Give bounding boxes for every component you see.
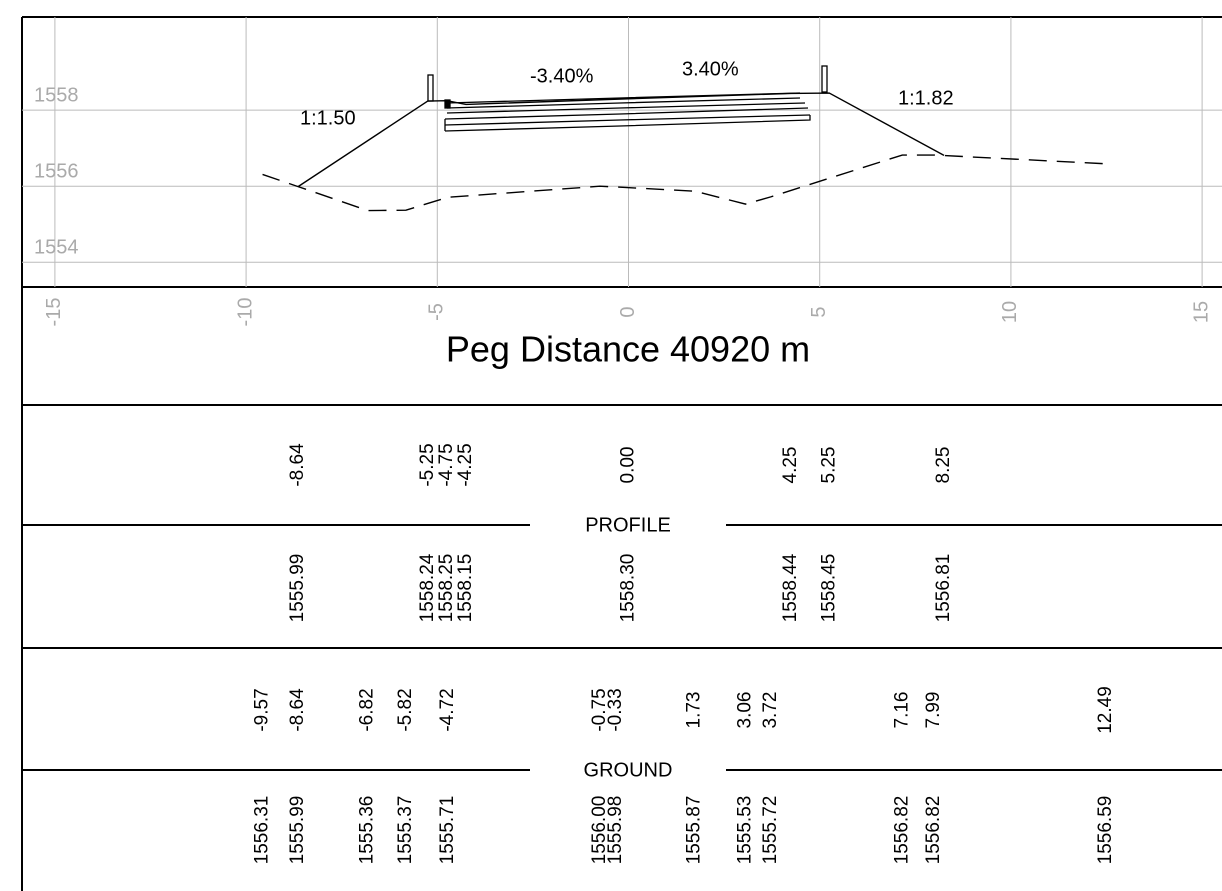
pavement-layer xyxy=(446,97,801,109)
y-tick-label: 1556 xyxy=(34,161,79,183)
curb xyxy=(444,99,451,109)
offset-label: 0.00 xyxy=(618,447,639,484)
annotation: 1:1.50 xyxy=(300,107,356,129)
offset-label: -6.82 xyxy=(357,688,378,731)
pavement-layer xyxy=(444,114,811,126)
elevation-label: 1556.82 xyxy=(891,796,912,865)
offset-label: -8.64 xyxy=(287,688,308,732)
x-tick-label: -5 xyxy=(426,303,448,321)
x-tick-label: 10 xyxy=(999,301,1021,323)
series-line xyxy=(297,92,945,188)
offset-label: -4.25 xyxy=(455,443,476,486)
elevation-label: 1555.99 xyxy=(287,554,308,623)
elevation-label: 1555.87 xyxy=(684,796,705,865)
elevation-label: 1555.71 xyxy=(437,796,458,865)
elevation-label: 1555.53 xyxy=(735,796,756,865)
offset-label: -5.25 xyxy=(417,443,438,486)
offset-label: 5.25 xyxy=(818,447,839,484)
offset-label: -0.75 xyxy=(589,688,610,731)
elevation-label: 1558.30 xyxy=(618,554,639,623)
series-label: PROFILE xyxy=(585,514,671,536)
offset-label: 1.73 xyxy=(684,692,705,729)
elevation-label: 1556.59 xyxy=(1095,796,1116,865)
x-tick-label: -10 xyxy=(234,298,256,327)
x-tick-label: 0 xyxy=(617,306,639,317)
x-tick-label: 15 xyxy=(1190,301,1212,323)
plot xyxy=(262,92,1107,212)
x-tick-label: -15 xyxy=(43,298,65,327)
offset-label: 8.25 xyxy=(933,447,954,484)
series-label: GROUND xyxy=(584,759,673,781)
offset-label: 4.25 xyxy=(780,447,801,484)
offset-label: 3.72 xyxy=(760,692,781,729)
pavement-layer xyxy=(446,102,806,114)
y-tick-label: 1558 xyxy=(34,84,79,106)
elevation-label: 1555.72 xyxy=(760,796,781,865)
offset-label: -0.33 xyxy=(605,688,626,731)
elevation-label: 1555.98 xyxy=(605,796,626,865)
series-line xyxy=(262,154,1107,212)
offset-label: -5.82 xyxy=(395,688,416,731)
y-tick-label: 1554 xyxy=(34,237,79,259)
elevation-label: 1558.45 xyxy=(818,554,839,623)
elevation-label: 1556.81 xyxy=(933,554,954,623)
tables: -8.64 1555.99 -5.25 1558.24 -4.75 1558.25 -4.2… xyxy=(252,443,1117,864)
annotation: 3.40% xyxy=(682,58,739,80)
elevation-label: 1555.37 xyxy=(395,796,416,865)
elevation-label: 1558.25 xyxy=(436,554,457,623)
elevation-label: 1556.00 xyxy=(589,796,610,865)
chart-title: Peg Distance 40920 m xyxy=(446,329,810,370)
guard-post xyxy=(427,74,434,102)
elevation-label: 1556.31 xyxy=(252,796,273,865)
offset-label: -4.75 xyxy=(436,443,457,486)
annotation: -3.40% xyxy=(530,65,594,87)
elevation-label: 1558.15 xyxy=(455,554,476,623)
offset-label: -8.64 xyxy=(287,443,308,487)
frame xyxy=(21,16,1222,891)
pavement-layer xyxy=(444,107,809,120)
offset-label: 7.99 xyxy=(923,692,944,729)
pavement xyxy=(427,65,828,132)
annotation: 1:1.82 xyxy=(898,87,954,109)
elevation-label: 1558.44 xyxy=(780,553,801,622)
elevation-label: 1556.82 xyxy=(923,796,944,865)
offset-label: 3.06 xyxy=(735,692,756,729)
grid: -15 -10 -5 0 5 10 15 1554 1556 1558 xyxy=(22,17,1222,326)
offset-label: -4.72 xyxy=(437,688,458,731)
elevation-label: 1555.99 xyxy=(287,796,308,865)
offset-label: 7.16 xyxy=(891,692,912,729)
offset-label: -9.57 xyxy=(252,688,273,731)
pavement-bottom xyxy=(444,115,811,132)
elevation-label: 1558.24 xyxy=(417,553,438,622)
offset-label: 12.49 xyxy=(1095,686,1116,734)
elevation-label: 1555.36 xyxy=(357,796,378,865)
guard-post xyxy=(821,65,828,93)
x-tick-label: 5 xyxy=(808,306,830,317)
